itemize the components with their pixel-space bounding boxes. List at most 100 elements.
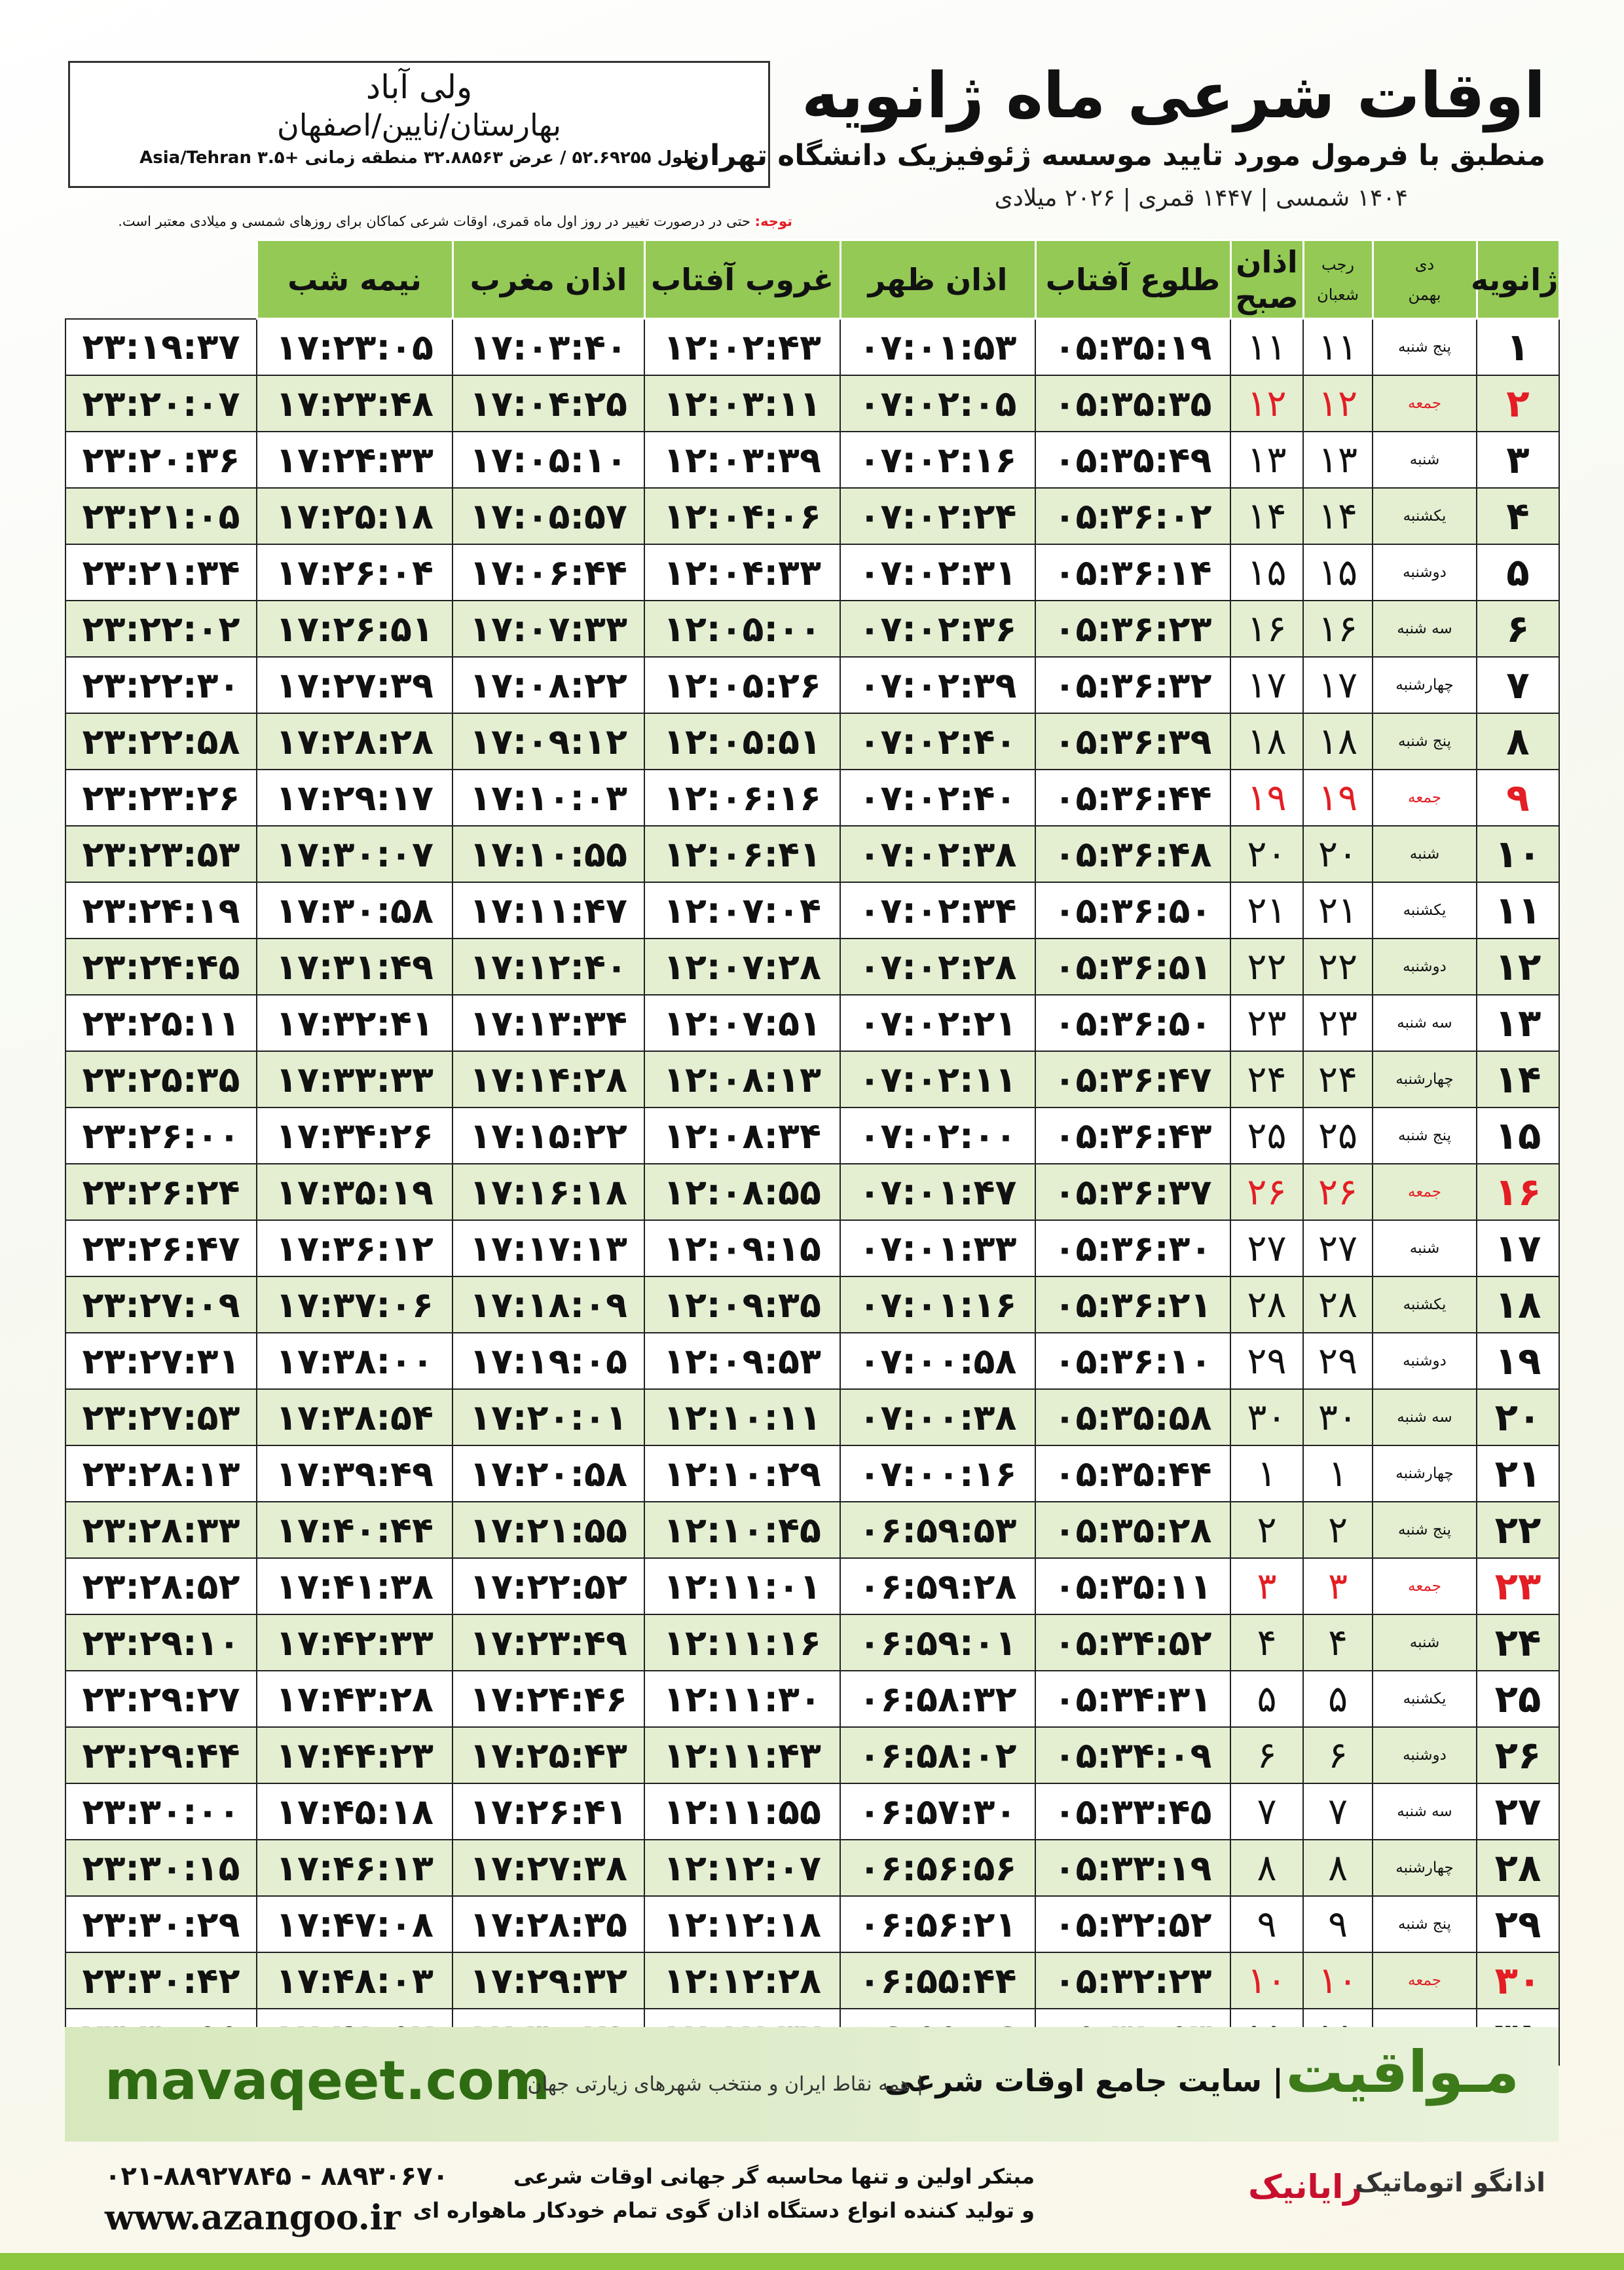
table-row: ۱۰ شنبه ۲۰ ۲۰ ۰۵:۳۶:۴۸ ۰۷:۰۲:۳۸ ۱۲:۰۶:۴۱ ۱۷:۱۰:… bbox=[65, 825, 1560, 883]
table-cell: ۱۷:۲۹:۱۷ bbox=[256, 769, 453, 827]
table-cell: ۰۵:۳۶:۰۲ bbox=[1035, 487, 1231, 545]
table-row: ۲۴ شنبه ۴ ۴ ۰۵:۳۴:۵۲ ۰۶:۵۹:۰۱ ۱۲:۱۱:۱۶ ۱۷:۲۳:۴۹… bbox=[65, 1614, 1560, 1671]
table-cell: ۲۳:۳۰:۲۹ bbox=[65, 1895, 257, 1953]
table-cell: یکشنبه bbox=[1372, 882, 1477, 939]
column-header: اذان مغرب bbox=[451, 239, 646, 320]
table-row: ۱۳ سه شنبه ۲۳ ۲۳ ۰۵:۳۶:۵۰ ۰۷:۰۲:۲۱ ۱۲:۰۷:۵۱ ۱۷:… bbox=[65, 994, 1560, 1052]
column-header-line: بهمن bbox=[1408, 285, 1441, 304]
table-cell: ۱۲:۰۵:۲۶ bbox=[644, 656, 841, 714]
table-cell: ۱۷:۲۰:۰۱ bbox=[452, 1388, 645, 1446]
table-cell: شنبه bbox=[1372, 431, 1477, 489]
table-cell: ۲۵ bbox=[1302, 1107, 1373, 1164]
table-cell: ۲۳:۲۳:۵۳ bbox=[65, 825, 257, 883]
table-cell: ۱۸ bbox=[1476, 1276, 1560, 1333]
table-row: ۱۱ یکشنبه ۲۱ ۲۱ ۰۵:۳۶:۵۰ ۰۷:۰۲:۳۴ ۱۲:۰۷:۰۴ ۱۷:۱… bbox=[65, 882, 1560, 939]
table-cell: ۱۰ bbox=[1302, 1952, 1373, 2009]
header-row: ژانویه دی بهمن رجب شعبان اذان صبح طلوع آفتاب اذ… bbox=[65, 239, 1560, 320]
site-url[interactable]: mavaqeet.com bbox=[105, 2050, 551, 2112]
table-cell: ۱۲:۰۸:۵۵ bbox=[644, 1163, 841, 1221]
table-cell: ۱۱ bbox=[1302, 318, 1373, 376]
table-cell: جمعه bbox=[1372, 375, 1477, 432]
table-cell: دوشنبه bbox=[1372, 1332, 1477, 1390]
web-url[interactable]: www.azangoo.ir bbox=[105, 2198, 401, 2238]
table-cell: ۲۴ bbox=[1230, 1051, 1304, 1108]
table-cell: ۰۷:۰۲:۴۰ bbox=[840, 713, 1036, 770]
table-cell: ۰۷:۰۲:۴۰ bbox=[840, 769, 1036, 827]
times-table: ژانویه دی بهمن رجب شعبان اذان صبح طلوع آفتاب اذ… bbox=[65, 239, 1560, 2066]
table-cell: ۰۷:۰۲:۲۴ bbox=[840, 487, 1036, 545]
table-row: ۱۸ یکشنبه ۲۸ ۲۸ ۰۵:۳۶:۲۱ ۰۷:۰۱:۱۶ ۱۲:۰۹:۳۵ ۱۷:۱… bbox=[65, 1276, 1560, 1333]
slogan-secondary: | همه نقاط ایران و منتخب شهرهای زیارتی ج… bbox=[527, 2073, 923, 2096]
table-cell: ۰۷:۰۲:۳۴ bbox=[840, 882, 1036, 939]
table-cell: ۹ bbox=[1230, 1895, 1304, 1953]
location-name: ولی آباد bbox=[365, 68, 473, 106]
table-cell: ۱۷:۳۱:۴۹ bbox=[256, 938, 453, 995]
table-cell: ۰۵:۳۶:۴۴ bbox=[1035, 769, 1231, 827]
table-cell: ۰۶:۵۹:۰۱ bbox=[840, 1614, 1036, 1671]
table-cell: ۱۲ bbox=[1476, 938, 1560, 995]
table-cell: ۲۲ bbox=[1476, 1501, 1560, 1559]
table-cell: ۵ bbox=[1476, 544, 1560, 601]
table-row: ۲۷ سه شنبه ۷ ۷ ۰۵:۳۳:۴۵ ۰۶:۵۷:۳۰ ۱۲:۱۱:۵۵ ۱۷:۲۶… bbox=[65, 1783, 1560, 1840]
table-cell: ۲۳ bbox=[1302, 994, 1373, 1052]
table-cell: ۱۷:۳۶:۱۲ bbox=[256, 1219, 453, 1277]
table-row: ۴ یکشنبه ۱۴ ۱۴ ۰۵:۳۶:۰۲ ۰۷:۰۲:۲۴ ۱۲:۰۴:۰۶ ۱۷:۰۵… bbox=[65, 487, 1560, 545]
table-cell: ۰۵:۳۳:۴۵ bbox=[1035, 1783, 1231, 1840]
table-cell: ۰۵:۳۲:۲۳ bbox=[1035, 1952, 1231, 2009]
table-cell: ۱۷:۴۵:۱۸ bbox=[256, 1783, 453, 1840]
table-cell: ۱۷:۴۶:۱۳ bbox=[256, 1839, 453, 1897]
table-cell: ۱۲:۱۱:۵۵ bbox=[644, 1783, 841, 1840]
table-cell: ۲۸ bbox=[1230, 1276, 1304, 1333]
table-cell: ۱۵ bbox=[1302, 544, 1373, 601]
table-cell: ۱۷:۱۰:۵۵ bbox=[452, 825, 645, 883]
table-cell: ۱۷:۴۸:۰۳ bbox=[256, 1952, 453, 2009]
table-cell: ۱۰ bbox=[1230, 1952, 1304, 2009]
table-cell: ۴ bbox=[1302, 1614, 1373, 1671]
table-cell: ۰۷:۰۲:۰۵ bbox=[840, 375, 1036, 432]
table-cell: ۱۷:۲۳:۰۵ bbox=[256, 318, 453, 376]
table-cell: ۱۷:۲۸:۲۸ bbox=[256, 713, 453, 770]
table-cell: ۱۷:۱۱:۴۷ bbox=[452, 882, 645, 939]
table-cell: ۱۷:۱۲:۴۰ bbox=[452, 938, 645, 995]
table-cell: ۲۸ bbox=[1476, 1839, 1560, 1897]
table-cell: ۰۷:۰۲:۳۱ bbox=[840, 544, 1036, 601]
table-cell: ۱۳ bbox=[1476, 994, 1560, 1052]
table-cell: ۰۵:۳۶:۵۱ bbox=[1035, 938, 1231, 995]
table-cell: ۱۲:۰۲:۴۳ bbox=[644, 318, 841, 376]
table-cell: ۲۳:۲۰:۳۶ bbox=[65, 431, 257, 489]
table-cell: ۱۷:۴۳:۲۸ bbox=[256, 1670, 453, 1728]
table-cell: دوشنبه bbox=[1372, 1726, 1477, 1784]
table-cell: ۱۲:۱۲:۲۸ bbox=[644, 1952, 841, 2009]
table-cell: یکشنبه bbox=[1372, 1670, 1477, 1728]
table-cell: ۲۳:۲۹:۴۴ bbox=[65, 1726, 257, 1784]
table-cell: ۰۵:۳۶:۳۲ bbox=[1035, 656, 1231, 714]
table-cell: ۱۲:۱۰:۱۱ bbox=[644, 1388, 841, 1446]
table-cell: ۰۵:۳۶:۱۰ bbox=[1035, 1332, 1231, 1390]
table-cell: ۰۵:۳۶:۲۱ bbox=[1035, 1276, 1231, 1333]
table-cell: ۲۳:۲۸:۱۳ bbox=[65, 1445, 257, 1502]
table-cell: ۰۶:۵۸:۰۲ bbox=[840, 1726, 1036, 1784]
table-cell: ۱۷:۰۹:۱۲ bbox=[452, 713, 645, 770]
table-cell: ۲۳:۲۱:۳۴ bbox=[65, 544, 257, 601]
table-cell: ۰۷:۰۲:۰۰ bbox=[840, 1107, 1036, 1164]
table-cell: ۰۷:۰۱:۱۶ bbox=[840, 1276, 1036, 1333]
table-cell: ۲۳:۲۲:۰۲ bbox=[65, 600, 257, 658]
table-cell: ۲۱ bbox=[1476, 1445, 1560, 1502]
table-cell: ۲۳:۲۲:۳۰ bbox=[65, 656, 257, 714]
table-cell: چهارشنبه bbox=[1372, 1839, 1477, 1897]
table-cell: ۰۶:۵۶:۲۱ bbox=[840, 1895, 1036, 1953]
table-cell: ۱۱ bbox=[1230, 318, 1304, 376]
table-cell: ۰۷:۰۱:۳۳ bbox=[840, 1219, 1036, 1277]
table-cell: جمعه bbox=[1372, 1952, 1477, 2009]
table-cell: ۲۶ bbox=[1230, 1163, 1304, 1221]
table-cell: ۱۷:۱۵:۲۲ bbox=[452, 1107, 645, 1164]
table-cell: ۱۲:۰۶:۱۶ bbox=[644, 769, 841, 827]
table-cell: ۱۷:۱۸:۰۹ bbox=[452, 1276, 645, 1333]
table-cell: ۱۱ bbox=[1476, 882, 1560, 939]
table-row: ۷ چهارشنبه ۱۷ ۱۷ ۰۵:۳۶:۳۲ ۰۷:۰۲:۳۹ ۱۲:۰۵:۲۶ ۱۷:… bbox=[65, 656, 1560, 714]
table-cell: ۱۲:۰۴:۰۶ bbox=[644, 487, 841, 545]
table-cell: ۱۷ bbox=[1476, 1219, 1560, 1277]
table-cell: ۲۹ bbox=[1302, 1332, 1373, 1390]
table-cell: ۱۷:۰۴:۲۵ bbox=[452, 375, 645, 432]
table-cell: ۰۵:۳۳:۱۹ bbox=[1035, 1839, 1231, 1897]
